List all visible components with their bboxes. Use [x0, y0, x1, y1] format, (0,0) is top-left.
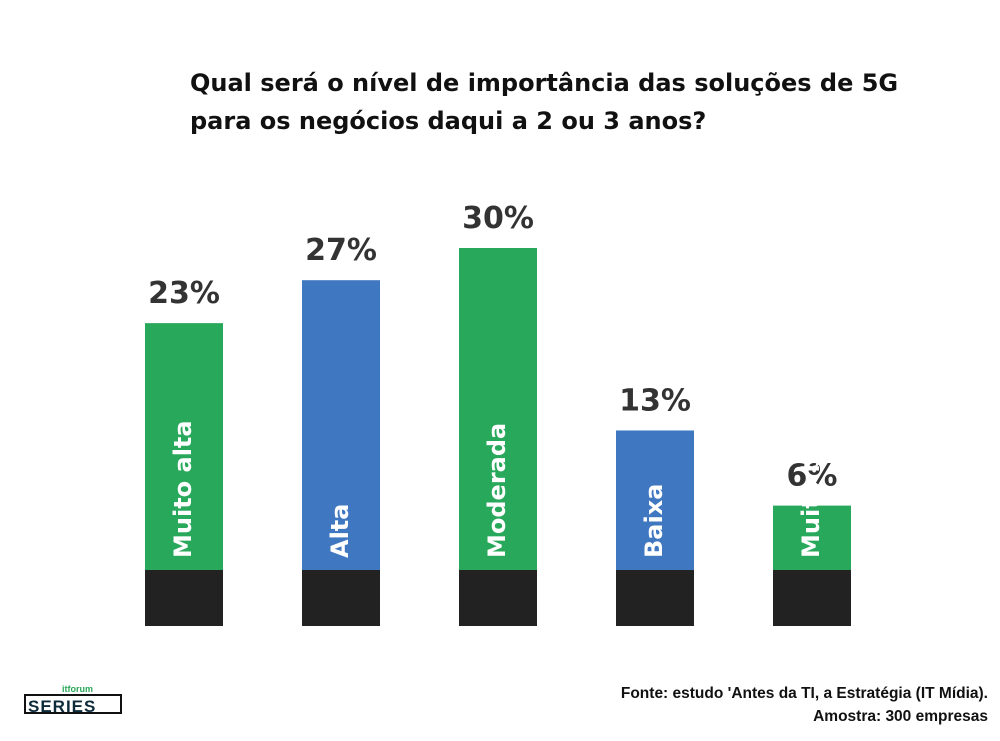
- bar-2: [459, 248, 537, 570]
- bar-base-1: [302, 570, 380, 626]
- bar-4: [773, 505, 851, 570]
- source-note: Fonte: estudo 'Antes da TI, a Estratégia…: [621, 682, 988, 728]
- value-label-4: 6%: [787, 459, 838, 494]
- bar-base-0: [145, 570, 223, 626]
- value-label-0: 23%: [148, 276, 220, 311]
- bar-group-0: 23% Muito alta: [145, 276, 223, 626]
- chart-title-line-2: para os negócios daqui a 2 ou 3 anos?: [190, 107, 707, 135]
- bar-3: [616, 430, 694, 570]
- logo-top-text: itforum: [62, 684, 93, 694]
- category-label-4: Muito baixa: [797, 399, 825, 558]
- category-label-0: Muito alta: [169, 420, 197, 558]
- itforum-series-logo: SERIES itforum: [24, 684, 124, 716]
- bar-0: [145, 323, 223, 570]
- bar-base-3: [616, 570, 694, 626]
- value-label-3: 13%: [619, 383, 691, 418]
- value-label-2: 30%: [462, 201, 534, 236]
- bar-group-3: 13% Baixa: [616, 383, 694, 626]
- logo-box: SERIES: [24, 694, 122, 716]
- category-label-2: Moderada: [483, 423, 511, 558]
- category-label-1: Alta: [326, 504, 354, 558]
- source-line-1: Fonte: estudo 'Antes da TI, a Estratégia…: [620, 685, 988, 702]
- bar-base-4: [773, 570, 851, 626]
- bar-group-2: 30% Moderada: [459, 201, 537, 626]
- category-label-3: Baixa: [640, 484, 668, 558]
- value-label-1: 27%: [305, 233, 377, 268]
- chart-title-line-1: Qual será o nível de importância das sol…: [190, 69, 899, 97]
- source-line-2: Amostra: 300 empresas: [813, 708, 988, 725]
- logo-word: SERIES: [28, 697, 97, 716]
- bar-group-4: 6%Muito baixa: [773, 399, 851, 626]
- bar-base-2: [459, 570, 537, 626]
- chart-title: Qual será o nível de importância das sol…: [190, 64, 910, 140]
- bar-group-1: 27% Alta: [302, 233, 380, 626]
- bar-1: [302, 280, 380, 570]
